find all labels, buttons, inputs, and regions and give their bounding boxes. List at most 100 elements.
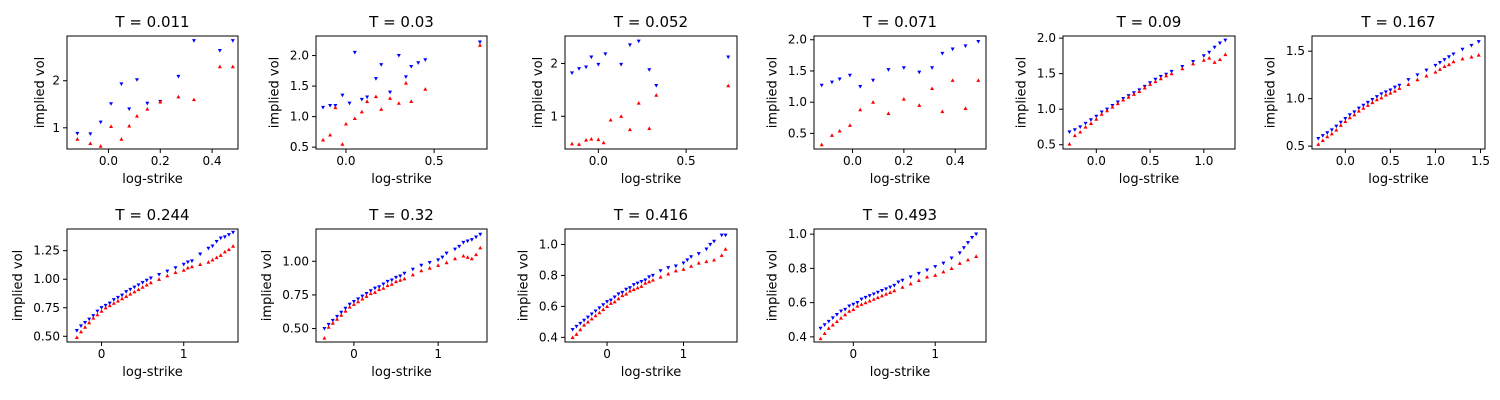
data-point	[1437, 60, 1442, 65]
data-point	[1153, 79, 1158, 84]
data-point	[339, 310, 344, 315]
data-point	[608, 298, 613, 303]
series-1	[570, 247, 728, 339]
data-point	[1383, 90, 1388, 95]
data-point	[1191, 61, 1196, 66]
data-point	[1415, 73, 1420, 77]
data-point	[859, 297, 864, 302]
data-point	[867, 298, 872, 303]
x-axis-label: log-strike	[122, 172, 182, 187]
x-tick-label: 0.0	[1087, 154, 1106, 168]
data-point	[577, 142, 582, 146]
data-point	[685, 258, 690, 262]
data-point	[1083, 121, 1088, 126]
data-point	[1446, 55, 1451, 59]
data-point	[99, 306, 104, 310]
plot-frame	[66, 35, 239, 150]
data-point	[673, 264, 678, 269]
data-point	[1099, 112, 1104, 116]
data-point	[976, 78, 981, 82]
data-point	[584, 65, 589, 70]
data-point	[570, 335, 575, 339]
data-point	[185, 265, 190, 270]
data-point	[394, 279, 399, 284]
data-point	[636, 39, 641, 44]
data-point	[627, 288, 632, 293]
data-point	[416, 61, 421, 65]
data-point	[612, 299, 617, 304]
data-point	[127, 123, 132, 128]
data-point	[321, 105, 326, 110]
data-point	[1126, 95, 1131, 99]
data-point	[1433, 70, 1438, 74]
data-point	[409, 64, 414, 69]
data-point	[360, 294, 365, 299]
data-point	[974, 254, 979, 258]
y-tick-label: 0.75	[282, 288, 309, 302]
y-axis-label: implied vol	[11, 250, 26, 321]
data-point	[165, 273, 170, 278]
y-tick-label: 0.5	[290, 140, 309, 154]
data-point	[908, 281, 913, 286]
y-axis-label: implied vol	[765, 250, 780, 321]
data-point	[605, 304, 610, 308]
data-point	[326, 322, 331, 327]
data-point	[87, 317, 92, 322]
data-point	[961, 246, 966, 250]
x-tick-label: 0.5	[425, 154, 444, 168]
data-point	[396, 53, 401, 58]
data-point	[593, 313, 598, 318]
x-axis-label: log-strike	[122, 365, 182, 380]
data-point	[578, 327, 583, 332]
data-point	[145, 101, 150, 106]
x-tick-label: 1.5	[1471, 154, 1490, 168]
data-point	[574, 332, 579, 336]
data-point	[681, 267, 686, 271]
series-1	[1316, 52, 1481, 146]
x-tick-label: 1.0	[1426, 154, 1445, 168]
data-point	[1072, 128, 1077, 132]
data-point	[368, 291, 373, 296]
series-1	[818, 254, 979, 341]
y-tick-label: 1.5	[1286, 44, 1305, 58]
data-point	[601, 307, 606, 312]
data-point	[1356, 106, 1361, 111]
data-point	[612, 295, 617, 300]
data-point	[647, 126, 652, 131]
data-point	[871, 100, 876, 104]
x-tick-label: 0.5	[1381, 154, 1400, 168]
data-point	[916, 271, 921, 276]
y-tick-label: 1.0	[788, 227, 807, 241]
data-point	[457, 244, 462, 249]
data-point	[696, 252, 701, 256]
x-tick-label: 0	[350, 347, 358, 361]
data-point	[577, 67, 582, 71]
data-point	[834, 313, 839, 317]
data-point	[704, 247, 709, 252]
data-point	[398, 278, 403, 282]
data-point	[726, 55, 731, 60]
data-point	[892, 283, 897, 288]
series-1	[322, 245, 483, 340]
x-tick-label: 1	[434, 347, 442, 361]
data-point	[879, 289, 884, 293]
data-point	[1207, 50, 1212, 55]
data-point	[822, 323, 827, 327]
data-point	[181, 262, 186, 267]
data-point	[1158, 76, 1163, 81]
data-point	[1207, 56, 1212, 60]
data-point	[1223, 52, 1228, 57]
data-point	[226, 247, 231, 252]
data-point	[624, 287, 629, 292]
data-point	[596, 62, 601, 67]
y-tick-label: 0.5	[1037, 138, 1056, 152]
data-point	[1121, 97, 1126, 102]
plot-frame	[1311, 35, 1486, 150]
data-point	[1451, 52, 1456, 57]
y-tick-label: 2.0	[788, 33, 807, 47]
y-tick-label: 0.50	[33, 329, 60, 343]
data-point	[351, 300, 356, 304]
x-tick-label: 1	[180, 347, 188, 361]
data-point	[1379, 95, 1384, 100]
plot-frame	[315, 228, 488, 343]
